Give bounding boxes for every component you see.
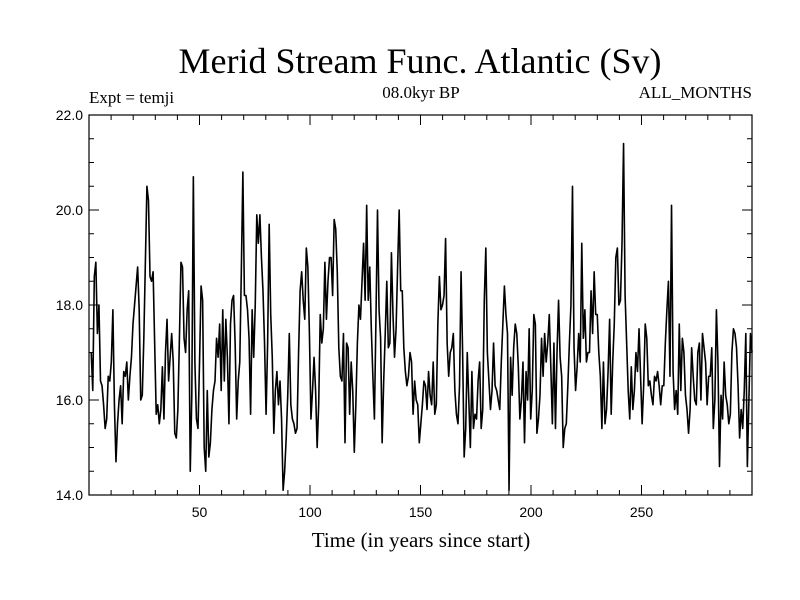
y-tick-label: 16.0 (56, 392, 83, 408)
y-tick-label: 20.0 (56, 202, 83, 218)
x-tick-label: 150 (409, 504, 433, 520)
plot-area: 50 100 150 200 250 14.0 16.0 18.0 20.0 22.0 (56, 107, 753, 520)
y-tick-label: 14.0 (56, 487, 83, 503)
tick-labels: 50 100 150 200 250 14.0 16.0 18.0 20.0 22.0 (56, 107, 654, 520)
y-tick-label: 22.0 (56, 107, 83, 123)
minor-ticks (89, 115, 752, 495)
chart-title: Merid Stream Func. Atlantic (Sv) (179, 41, 662, 81)
x-tick-label: 250 (630, 504, 654, 520)
period-label: 08.0kyr BP (382, 83, 459, 102)
series-line (90, 142, 753, 492)
months-label: ALL_MONTHS (639, 83, 752, 102)
x-tick-label: 50 (192, 504, 208, 520)
plot-frame (88, 114, 753, 496)
x-tick-label: 100 (298, 504, 322, 520)
x-axis-label: Time (in years since start) (312, 528, 531, 552)
experiment-label: Expt = temji (89, 88, 174, 107)
x-tick-label: 200 (519, 504, 543, 520)
y-tick-label: 18.0 (56, 297, 83, 313)
